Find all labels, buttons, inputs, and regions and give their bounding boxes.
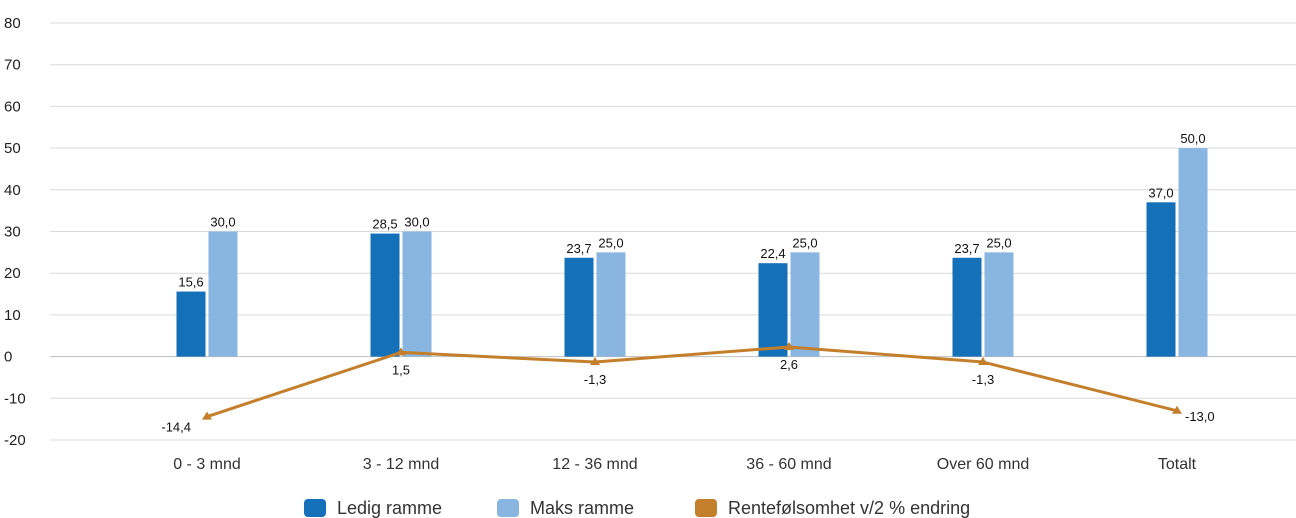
legend-label: Ledig ramme	[337, 498, 442, 518]
bar-ledig-ramme	[1146, 202, 1176, 357]
line-data-label: -13,0	[1185, 409, 1215, 424]
bar-ledig-ramme	[758, 263, 788, 357]
bar-maks-ramme	[596, 252, 626, 357]
line-data-label: -1,3	[584, 372, 606, 387]
legend-swatch	[695, 499, 717, 517]
legend-swatch	[497, 499, 519, 517]
line-marker	[202, 411, 212, 420]
line-rentefolsomhet	[206, 345, 1178, 419]
line-marker	[1172, 405, 1182, 414]
bar-maks-ramme	[790, 252, 820, 357]
data-label: 25,0	[598, 235, 623, 250]
y-tick-label: -10	[4, 390, 26, 407]
legend-label: Maks ramme	[530, 498, 634, 518]
x-tick-label: 12 - 36 mnd	[552, 456, 637, 473]
line-data-label: 1,5	[392, 362, 410, 377]
x-axis-ticks: 0 - 3 mnd 3 - 12 mnd 12 - 36 mnd 36 - 60 mn…	[173, 456, 1196, 473]
line-data-label: -14,4	[161, 420, 191, 435]
legend-label: Rentefølsomhet v/2 % endring	[728, 498, 970, 518]
line-marker	[978, 357, 988, 366]
line-marker	[590, 357, 600, 366]
data-label: 15,6	[178, 275, 203, 290]
x-tick-label: Over 60 mnd	[937, 456, 1029, 473]
y-tick-label: 0	[4, 349, 12, 366]
bar-maks-ramme	[402, 231, 432, 357]
bar-maks-ramme	[1178, 148, 1208, 357]
data-label: 37,0	[1148, 185, 1173, 200]
line-data-label: 2,6	[780, 357, 798, 372]
x-tick-label: Totalt	[1158, 456, 1197, 473]
x-tick-label: 36 - 60 mnd	[746, 456, 831, 473]
y-tick-label: 40	[4, 182, 21, 199]
data-label: 23,7	[566, 241, 591, 256]
y-tick-label: 50	[4, 140, 21, 157]
x-tick-label: 0 - 3 mnd	[173, 456, 241, 473]
y-tick-label: 20	[4, 265, 21, 282]
data-label: 30,0	[404, 215, 429, 230]
y-tick-label: 10	[4, 307, 21, 324]
bar-maks-ramme	[208, 231, 238, 357]
bar-ledig-ramme	[370, 233, 400, 357]
line-data-label: -1,3	[972, 372, 994, 387]
y-tick-label: 80	[4, 15, 21, 32]
data-label: 25,0	[792, 235, 817, 250]
legend: Ledig ramme Maks ramme Rentefølsomhet v/2 …	[304, 498, 970, 518]
legend-swatch	[304, 499, 326, 517]
data-label: 22,4	[760, 246, 785, 261]
data-label: 30,0	[210, 215, 235, 230]
data-label: 25,0	[986, 235, 1011, 250]
y-axis-ticks: 80 70 60 50 40 30 20 10 0 -10 -20	[4, 15, 26, 449]
y-tick-label: 60	[4, 98, 21, 115]
bars	[176, 148, 1208, 357]
data-labels: 15,6 30,0 28,5 30,0 23,7 25,0 22,4 25,0 23,7 25,0…	[161, 131, 1214, 435]
bar-ledig-ramme	[176, 291, 206, 357]
data-label: 23,7	[954, 241, 979, 256]
y-tick-label: 70	[4, 57, 21, 74]
bar-maks-ramme	[984, 252, 1014, 357]
line-series	[202, 342, 1182, 420]
line-marker	[784, 342, 794, 351]
bar-ledig-ramme	[564, 257, 594, 357]
line-marker	[396, 347, 406, 356]
bar-ledig-ramme	[952, 257, 982, 357]
data-label: 50,0	[1180, 131, 1205, 146]
data-label: 28,5	[372, 217, 397, 232]
y-tick-label: 30	[4, 224, 21, 241]
y-tick-label: -20	[4, 432, 26, 449]
x-tick-label: 3 - 12 mnd	[363, 456, 439, 473]
